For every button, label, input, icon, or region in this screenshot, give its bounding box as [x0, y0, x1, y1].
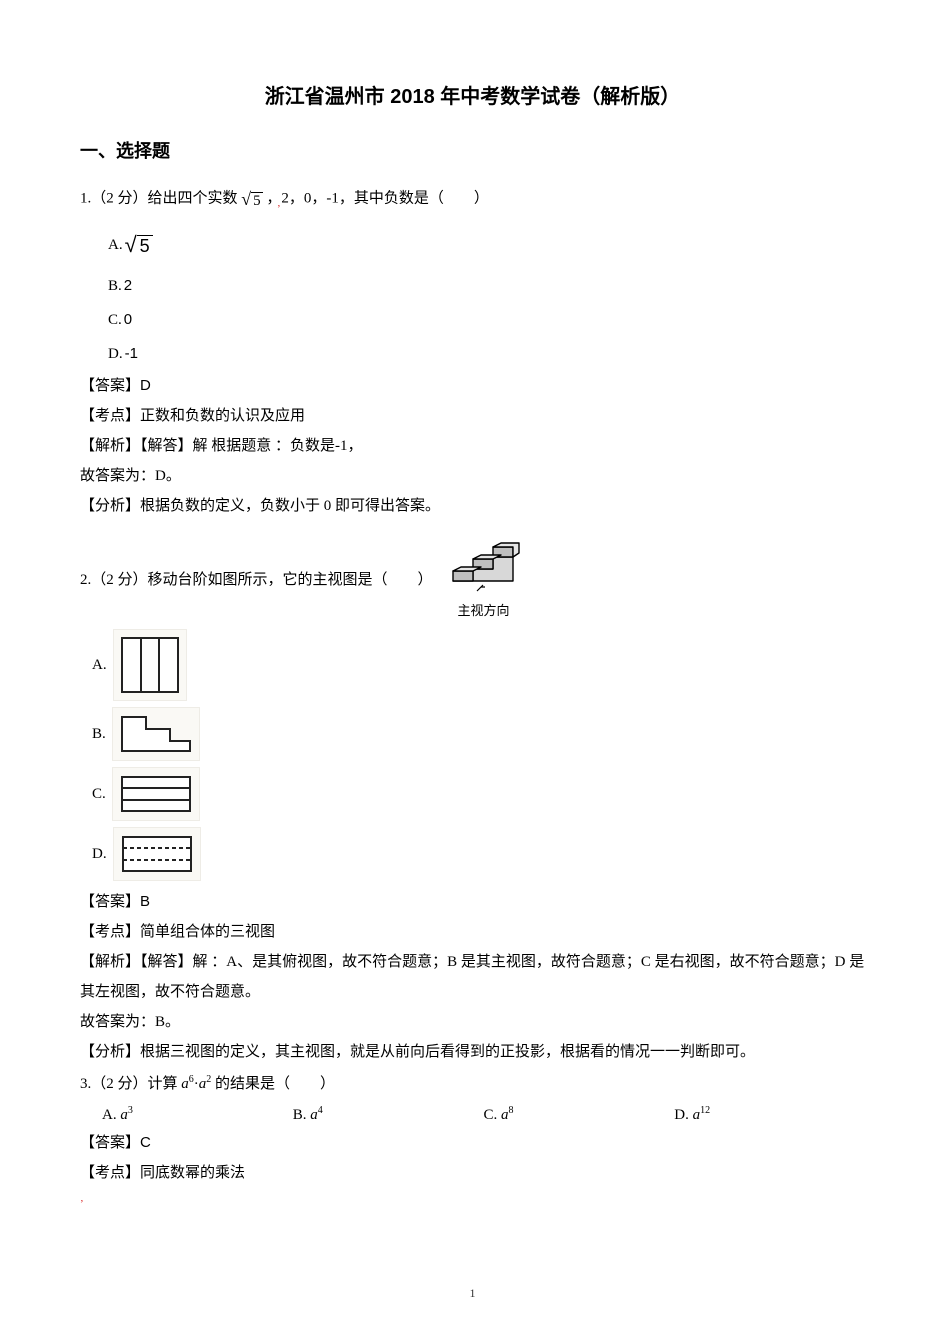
q3-option-a: A. a3	[102, 1105, 293, 1124]
q3-options: A. a3 B. a4 C. a8 D. a12	[102, 1105, 865, 1124]
q1-option-c: C.0	[108, 303, 865, 337]
q1-stem-suffix: ，2，0，-1，其中负数是（ ）	[266, 190, 489, 206]
q2-fenxi: 【分析】根据三视图的定义，其主视图，就是从前向后看得到的正投影，根据看的情况一一…	[80, 1037, 865, 1067]
q3-stem-suffix: 的结果是（ ）	[215, 1076, 335, 1092]
section-heading: 一、选择题	[80, 137, 865, 163]
q2-jiexi: 【解析】【解答】解 ：A、是其俯视图，故不符合题意；B 是其主视图，故符合题意；…	[80, 947, 865, 1007]
q2-thumb-d	[113, 827, 201, 881]
q2-thumb-c	[112, 767, 200, 821]
q2-figure-caption: 主视方向	[447, 600, 521, 619]
q2-stair-icon	[447, 541, 521, 593]
q2-answer: 【答案】B	[80, 887, 865, 917]
q2-option-c: C.	[92, 767, 865, 821]
q3-stem-prefix: 3.（2 分）计算	[80, 1076, 181, 1092]
q2-option-a: A.	[92, 629, 865, 701]
q2-gu: 故答案为：B。	[80, 1007, 865, 1037]
q2-thumb-a-svg	[119, 635, 181, 695]
q1-sqrt: √5	[241, 181, 262, 217]
page-title: 浙江省温州市 2018 年中考数学试卷（解析版）	[80, 80, 865, 109]
q2-option-d: D.	[92, 827, 865, 881]
q1-stem: 1.（2 分）给出四个实数 √5 ，2，0，-1，其中负数是（ ）	[80, 181, 865, 217]
q2-thumb-c-svg	[118, 773, 194, 815]
q2-thumb-d-svg	[119, 833, 195, 875]
q3-option-b: B. a4	[293, 1105, 484, 1124]
q1-jiexi: 【解析】【解答】解 根据题意 ：负数是-1，	[80, 431, 865, 461]
q1-option-d: D.-1	[108, 337, 865, 371]
q2-thumb-a	[113, 629, 187, 701]
red-mark-2: ‚	[80, 1192, 84, 1204]
q3-answer: 【答案】C	[80, 1128, 865, 1158]
q2-thumb-b-svg	[118, 713, 194, 755]
page-number: 1	[0, 1286, 945, 1301]
q3-stem: 3.（2 分）计算 a6·a2 的结果是（ ）	[80, 1069, 865, 1099]
q3-option-c: C. a8	[484, 1105, 675, 1124]
q1-gu: 故答案为：D。	[80, 461, 865, 491]
q2-figure: 主视方向	[447, 541, 521, 619]
q1-option-a: A.√5	[108, 221, 865, 269]
q2-stem-row: 2.（2 分）移动台阶如图所示，它的主视图是（ ） 主视方向	[80, 541, 865, 619]
q1-fenxi: 【分析】根据负数的定义，负数小于 0 即可得出答案。	[80, 491, 865, 521]
q2-option-b: B.	[92, 707, 865, 761]
q1-kaodian: 【考点】正数和负数的认识及应用	[80, 401, 865, 431]
red-mark-1: ‚	[277, 197, 281, 209]
q1-answer: 【答案】D	[80, 371, 865, 401]
q2-kaodian: 【考点】简单组合体的三视图	[80, 917, 865, 947]
q2-thumb-b	[112, 707, 200, 761]
q2-stem: 2.（2 分）移动台阶如图所示，它的主视图是（ ）	[80, 565, 433, 595]
q3-kaodian: 【考点】同底数幂的乘法	[80, 1158, 865, 1188]
q1-stem-prefix: 1.（2 分）给出四个实数	[80, 190, 241, 206]
q1-option-b: B.2	[108, 269, 865, 303]
q3-option-d: D. a12	[674, 1105, 865, 1124]
